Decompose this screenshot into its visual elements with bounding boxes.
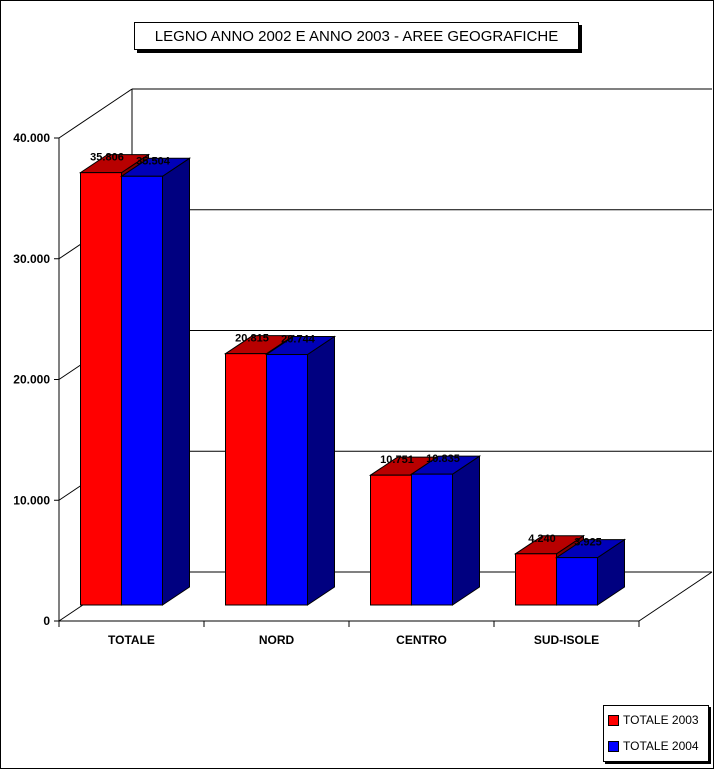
x-tick-label: SUD-ISOLE <box>534 633 599 647</box>
floor-right-edge <box>638 571 713 622</box>
bar-front-face <box>266 354 308 606</box>
axes: 0 10.000 20.000 30.000 40.000 TOTALE NORD CENTR… <box>13 131 640 647</box>
y-tick-label: 30.000 <box>13 252 50 266</box>
data-label: 3.925 <box>574 537 602 549</box>
bar <box>554 538 627 606</box>
bar <box>409 455 482 606</box>
data-label: 10.751 <box>380 454 414 466</box>
data-labels: 35.806 35.504 20.815 20.744 10.751 10.835 4.24… <box>90 152 602 549</box>
y-tick-label: 40.000 <box>13 131 50 145</box>
legend-label-series-2: TOTALE 2004 <box>623 739 699 753</box>
bar <box>264 335 337 606</box>
data-label: 20.744 <box>281 334 316 346</box>
bar-front-face <box>515 553 557 606</box>
legend-item-series-2: TOTALE 2004 <box>608 739 699 753</box>
data-label: 35.806 <box>90 152 124 164</box>
bars <box>78 153 627 606</box>
bar-side-face <box>307 335 335 606</box>
data-label: 10.835 <box>426 453 460 465</box>
y-tick-label: 0 <box>43 614 50 628</box>
y-tick-label: 10.000 <box>13 493 50 507</box>
legend-swatch-series-2 <box>608 740 619 752</box>
x-tick-label: NORD <box>259 633 295 647</box>
data-label: 35.504 <box>136 155 171 167</box>
side-wall-gridline <box>58 88 133 139</box>
bar-front-face <box>225 353 267 606</box>
data-label: 20.815 <box>235 333 269 345</box>
bar-front-face <box>411 473 453 606</box>
bar-side-face <box>162 157 190 606</box>
bar-side-face <box>452 455 480 606</box>
x-tick-label: CENTRO <box>396 633 447 647</box>
legend: TOTALE 2003 TOTALE 2004 <box>603 705 709 762</box>
bar-front-face <box>121 175 163 606</box>
legend-swatch-series-1 <box>608 714 619 726</box>
y-tick-label: 20.000 <box>13 373 50 387</box>
bar-front-face <box>370 474 412 606</box>
x-tick-label: TOTALE <box>108 633 155 647</box>
bar-front-face <box>80 172 122 606</box>
legend-label-series-1: TOTALE 2003 <box>623 713 699 727</box>
bar-front-face <box>556 557 598 606</box>
legend-item-series-1: TOTALE 2003 <box>608 713 699 727</box>
bar <box>119 157 192 606</box>
chart-title: LEGNO ANNO 2002 E ANNO 2003 - AREE GEOGR… <box>134 22 579 50</box>
data-label: 4.240 <box>528 533 556 545</box>
